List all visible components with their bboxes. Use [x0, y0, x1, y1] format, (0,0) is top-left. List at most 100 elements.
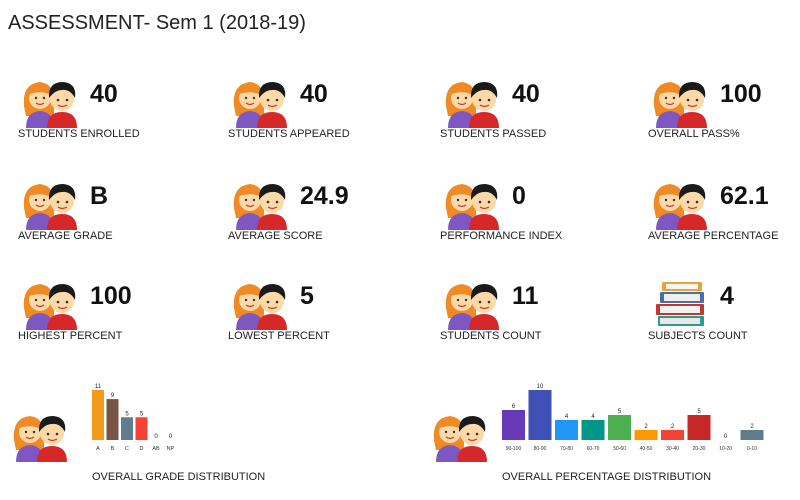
stat-label: STUDENTS APPEARED	[228, 128, 350, 140]
data-label: 5	[697, 409, 701, 415]
tick-label: A	[96, 446, 100, 452]
data-label: 4	[565, 414, 569, 420]
bar	[661, 430, 684, 440]
stat-card: 4 SUBJECTS COUNT	[640, 272, 800, 362]
bar	[740, 430, 764, 440]
bar	[502, 410, 525, 440]
students-icon	[230, 278, 292, 330]
stat-value: 62.1	[720, 182, 769, 210]
stat-label: AVERAGE GRADE	[18, 230, 113, 242]
stat-value: 40	[300, 80, 328, 108]
students-icon	[430, 410, 492, 462]
stat-value: 100	[720, 80, 762, 108]
stat-card: 40 STUDENTS ENROLLED	[10, 70, 210, 160]
bar	[106, 399, 119, 440]
students-icon	[230, 76, 292, 128]
stat-value: 11	[512, 282, 539, 310]
stat-card: 100 HIGHEST PERCENT	[10, 272, 210, 362]
students-icon	[650, 76, 712, 128]
students-icon	[10, 410, 72, 462]
stat-value: 24.9	[300, 182, 349, 210]
grade-distribution-label: OVERALL GRADE DISTRIBUTION	[92, 471, 266, 483]
bar	[687, 415, 711, 440]
tick-label: 90-100	[506, 446, 522, 452]
stat-label: OVERALL PASS%	[648, 128, 740, 140]
data-label: 11	[95, 384, 102, 390]
students-icon	[442, 76, 504, 128]
percentage-distribution-label: OVERALL PERCENTAGE DISTRIBUTION	[502, 471, 712, 483]
tick-label: 50-60	[613, 446, 626, 452]
page-title: ASSESSMENT- Sem 1 (2018-19)	[8, 12, 306, 34]
tick-label: AB	[152, 446, 160, 452]
tick-label: 0-10	[747, 446, 757, 452]
stat-card: 24.9 AVERAGE SCORE	[220, 172, 420, 262]
stat-label: STUDENTS ENROLLED	[18, 128, 140, 140]
data-label: 0	[154, 434, 158, 440]
stat-value: 0	[512, 182, 526, 210]
stat-value: 100	[90, 282, 132, 310]
data-label: 9	[111, 393, 115, 399]
students-icon	[20, 178, 82, 230]
students-icon	[20, 76, 82, 128]
data-label: 2	[644, 424, 648, 430]
data-label: 2	[750, 424, 754, 430]
students-icon	[230, 178, 292, 230]
stat-value: 40	[512, 80, 540, 108]
stat-card: 40 STUDENTS APPEARED	[220, 70, 420, 160]
stat-label: LOWEST PERCENT	[228, 330, 330, 342]
stat-card: B AVERAGE GRADE	[10, 172, 210, 262]
stat-label: STUDENTS COUNT	[440, 330, 542, 342]
bar	[528, 390, 552, 440]
tick-label: 60-70	[587, 446, 600, 452]
stat-card: 40 STUDENTS PASSED	[432, 70, 632, 160]
stat-label: AVERAGE SCORE	[228, 230, 323, 242]
stat-label: PERFORMANCE INDEX	[440, 230, 563, 242]
data-label: 6	[512, 404, 516, 410]
data-label: 5	[125, 411, 129, 417]
students-icon	[442, 178, 504, 230]
data-label: 5	[140, 411, 144, 417]
bar	[555, 420, 578, 440]
stat-value: 5	[300, 282, 314, 310]
bar	[608, 415, 631, 440]
grade-distribution-panel: 11 A 9 B 5 C 5 D 0 AB 0 NP OVERALL GRADE DISTRIBUTI…	[0, 370, 400, 500]
tick-label: 20-30	[693, 446, 706, 452]
stat-card: 5 LOWEST PERCENT	[220, 272, 420, 362]
stat-card: 100 OVERALL PASS%	[640, 70, 800, 160]
tick-label: D	[140, 446, 144, 452]
stat-label: STUDENTS PASSED	[440, 128, 547, 140]
tick-label: C	[125, 446, 129, 452]
tick-label: 80-90	[534, 446, 547, 452]
data-label: 2	[671, 424, 675, 430]
bar	[92, 390, 104, 440]
stat-label: AVERAGE PERCENTAGE	[648, 230, 779, 242]
bar	[581, 420, 605, 440]
tick-label: 40-50	[640, 446, 653, 452]
books-icon	[650, 278, 712, 330]
grade-distribution-chart: 11 A 9 B 5 C 5 D 0 AB 0 NP	[92, 384, 175, 452]
bar	[634, 430, 658, 440]
percentage-distribution-panel: 6 90-100 10 80-90 4 70-80 4 60-70 5 50-60 2 40-50 2 3…	[420, 370, 800, 500]
stat-card: 62.1 AVERAGE PERCENTAGE	[640, 172, 800, 262]
stat-value: 40	[90, 80, 118, 108]
stat-label: SUBJECTS COUNT	[648, 330, 748, 342]
students-icon	[20, 278, 82, 330]
stat-label: HIGHEST PERCENT	[18, 330, 123, 342]
stat-card: 11 STUDENTS COUNT	[432, 272, 632, 362]
data-label: 5	[618, 409, 622, 415]
bar	[135, 417, 148, 440]
tick-label: 70-80	[560, 446, 573, 452]
percentage-distribution-chart: 6 90-100 10 80-90 4 70-80 4 60-70 5 50-60 2 40-50 2 3…	[502, 384, 764, 452]
tick-label: B	[111, 446, 115, 452]
data-label: 4	[591, 414, 595, 420]
students-icon	[442, 278, 504, 330]
students-icon	[650, 178, 712, 230]
data-label: 0	[169, 434, 173, 440]
tick-label: 30-40	[666, 446, 679, 452]
data-label: 10	[537, 384, 544, 390]
tick-label: NP	[167, 446, 175, 452]
bar	[121, 417, 133, 440]
stat-value: 4	[720, 282, 734, 310]
stat-card: 0 PERFORMANCE INDEX	[432, 172, 632, 262]
stat-value: B	[90, 182, 109, 210]
